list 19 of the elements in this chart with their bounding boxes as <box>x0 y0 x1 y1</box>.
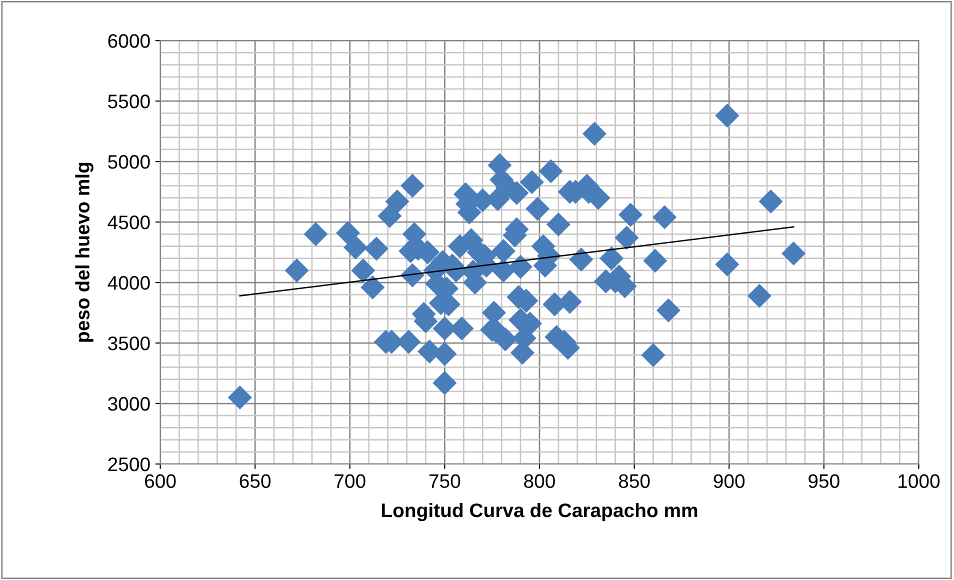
x-tick-label: 650 <box>240 474 271 488</box>
y-tick-label: 6000 <box>108 34 150 48</box>
y-tick-label: 2500 <box>108 457 150 472</box>
x-tick-label: 950 <box>808 474 840 488</box>
x-tick-label: 700 <box>334 474 366 488</box>
x-tick-label: 800 <box>524 474 555 488</box>
y-tick-label: 4500 <box>108 216 150 230</box>
x-tick-label: 850 <box>618 474 650 488</box>
y-tick-label: 3000 <box>108 396 150 411</box>
x-tick-label: 600 <box>145 474 176 488</box>
y-tick-label: 4000 <box>108 276 150 290</box>
y-tick-label: 5500 <box>108 94 150 108</box>
x-tick-label: 900 <box>714 474 745 488</box>
x-tick-label: 750 <box>429 474 460 488</box>
x-tick-label: 1000 <box>898 474 940 488</box>
x-axis-title: Longitud Curva de Carapacho mm <box>382 502 698 522</box>
y-tick-label: 5000 <box>108 155 150 169</box>
y-axis-title: peso del huevo mlg <box>75 162 94 342</box>
y-tick-label: 3500 <box>108 336 150 350</box>
